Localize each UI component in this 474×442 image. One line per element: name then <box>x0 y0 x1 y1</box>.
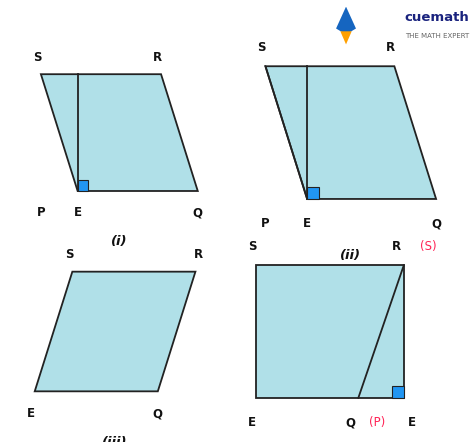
Text: R: R <box>386 41 395 54</box>
Text: (i): (i) <box>111 235 128 248</box>
Polygon shape <box>35 272 195 391</box>
Polygon shape <box>336 7 356 34</box>
Text: S: S <box>257 41 266 54</box>
Text: R: R <box>153 51 162 64</box>
Polygon shape <box>256 265 404 398</box>
Text: (iii): (iii) <box>102 436 128 442</box>
Text: R: R <box>194 248 203 261</box>
Text: Q: Q <box>153 407 163 420</box>
Text: P: P <box>36 206 45 219</box>
Polygon shape <box>78 180 89 191</box>
Text: (ii): (ii) <box>340 249 361 263</box>
Text: Q: Q <box>193 206 203 219</box>
Text: (P): (P) <box>369 416 385 429</box>
Text: THE MATH EXPERT: THE MATH EXPERT <box>405 33 469 39</box>
Text: E: E <box>408 416 415 429</box>
Text: Q: Q <box>346 416 356 429</box>
Polygon shape <box>265 66 436 199</box>
Text: E: E <box>303 217 311 230</box>
Text: E: E <box>27 407 36 420</box>
Text: cuemath: cuemath <box>404 11 469 24</box>
Text: (S): (S) <box>420 240 437 253</box>
Text: P: P <box>261 217 270 230</box>
Polygon shape <box>340 31 352 44</box>
Text: S: S <box>33 51 42 64</box>
Text: E: E <box>248 416 256 429</box>
Text: R: R <box>392 240 401 253</box>
Text: S: S <box>64 248 73 261</box>
Polygon shape <box>41 74 198 191</box>
Polygon shape <box>307 187 319 199</box>
Text: Q: Q <box>431 217 441 230</box>
Polygon shape <box>392 386 404 398</box>
Text: S: S <box>248 240 256 253</box>
Text: E: E <box>73 206 82 219</box>
